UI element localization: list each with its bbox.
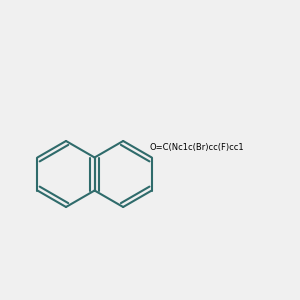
Text: O=C(Nc1c(Br)cc(F)cc1: O=C(Nc1c(Br)cc(F)cc1 — [150, 143, 244, 152]
